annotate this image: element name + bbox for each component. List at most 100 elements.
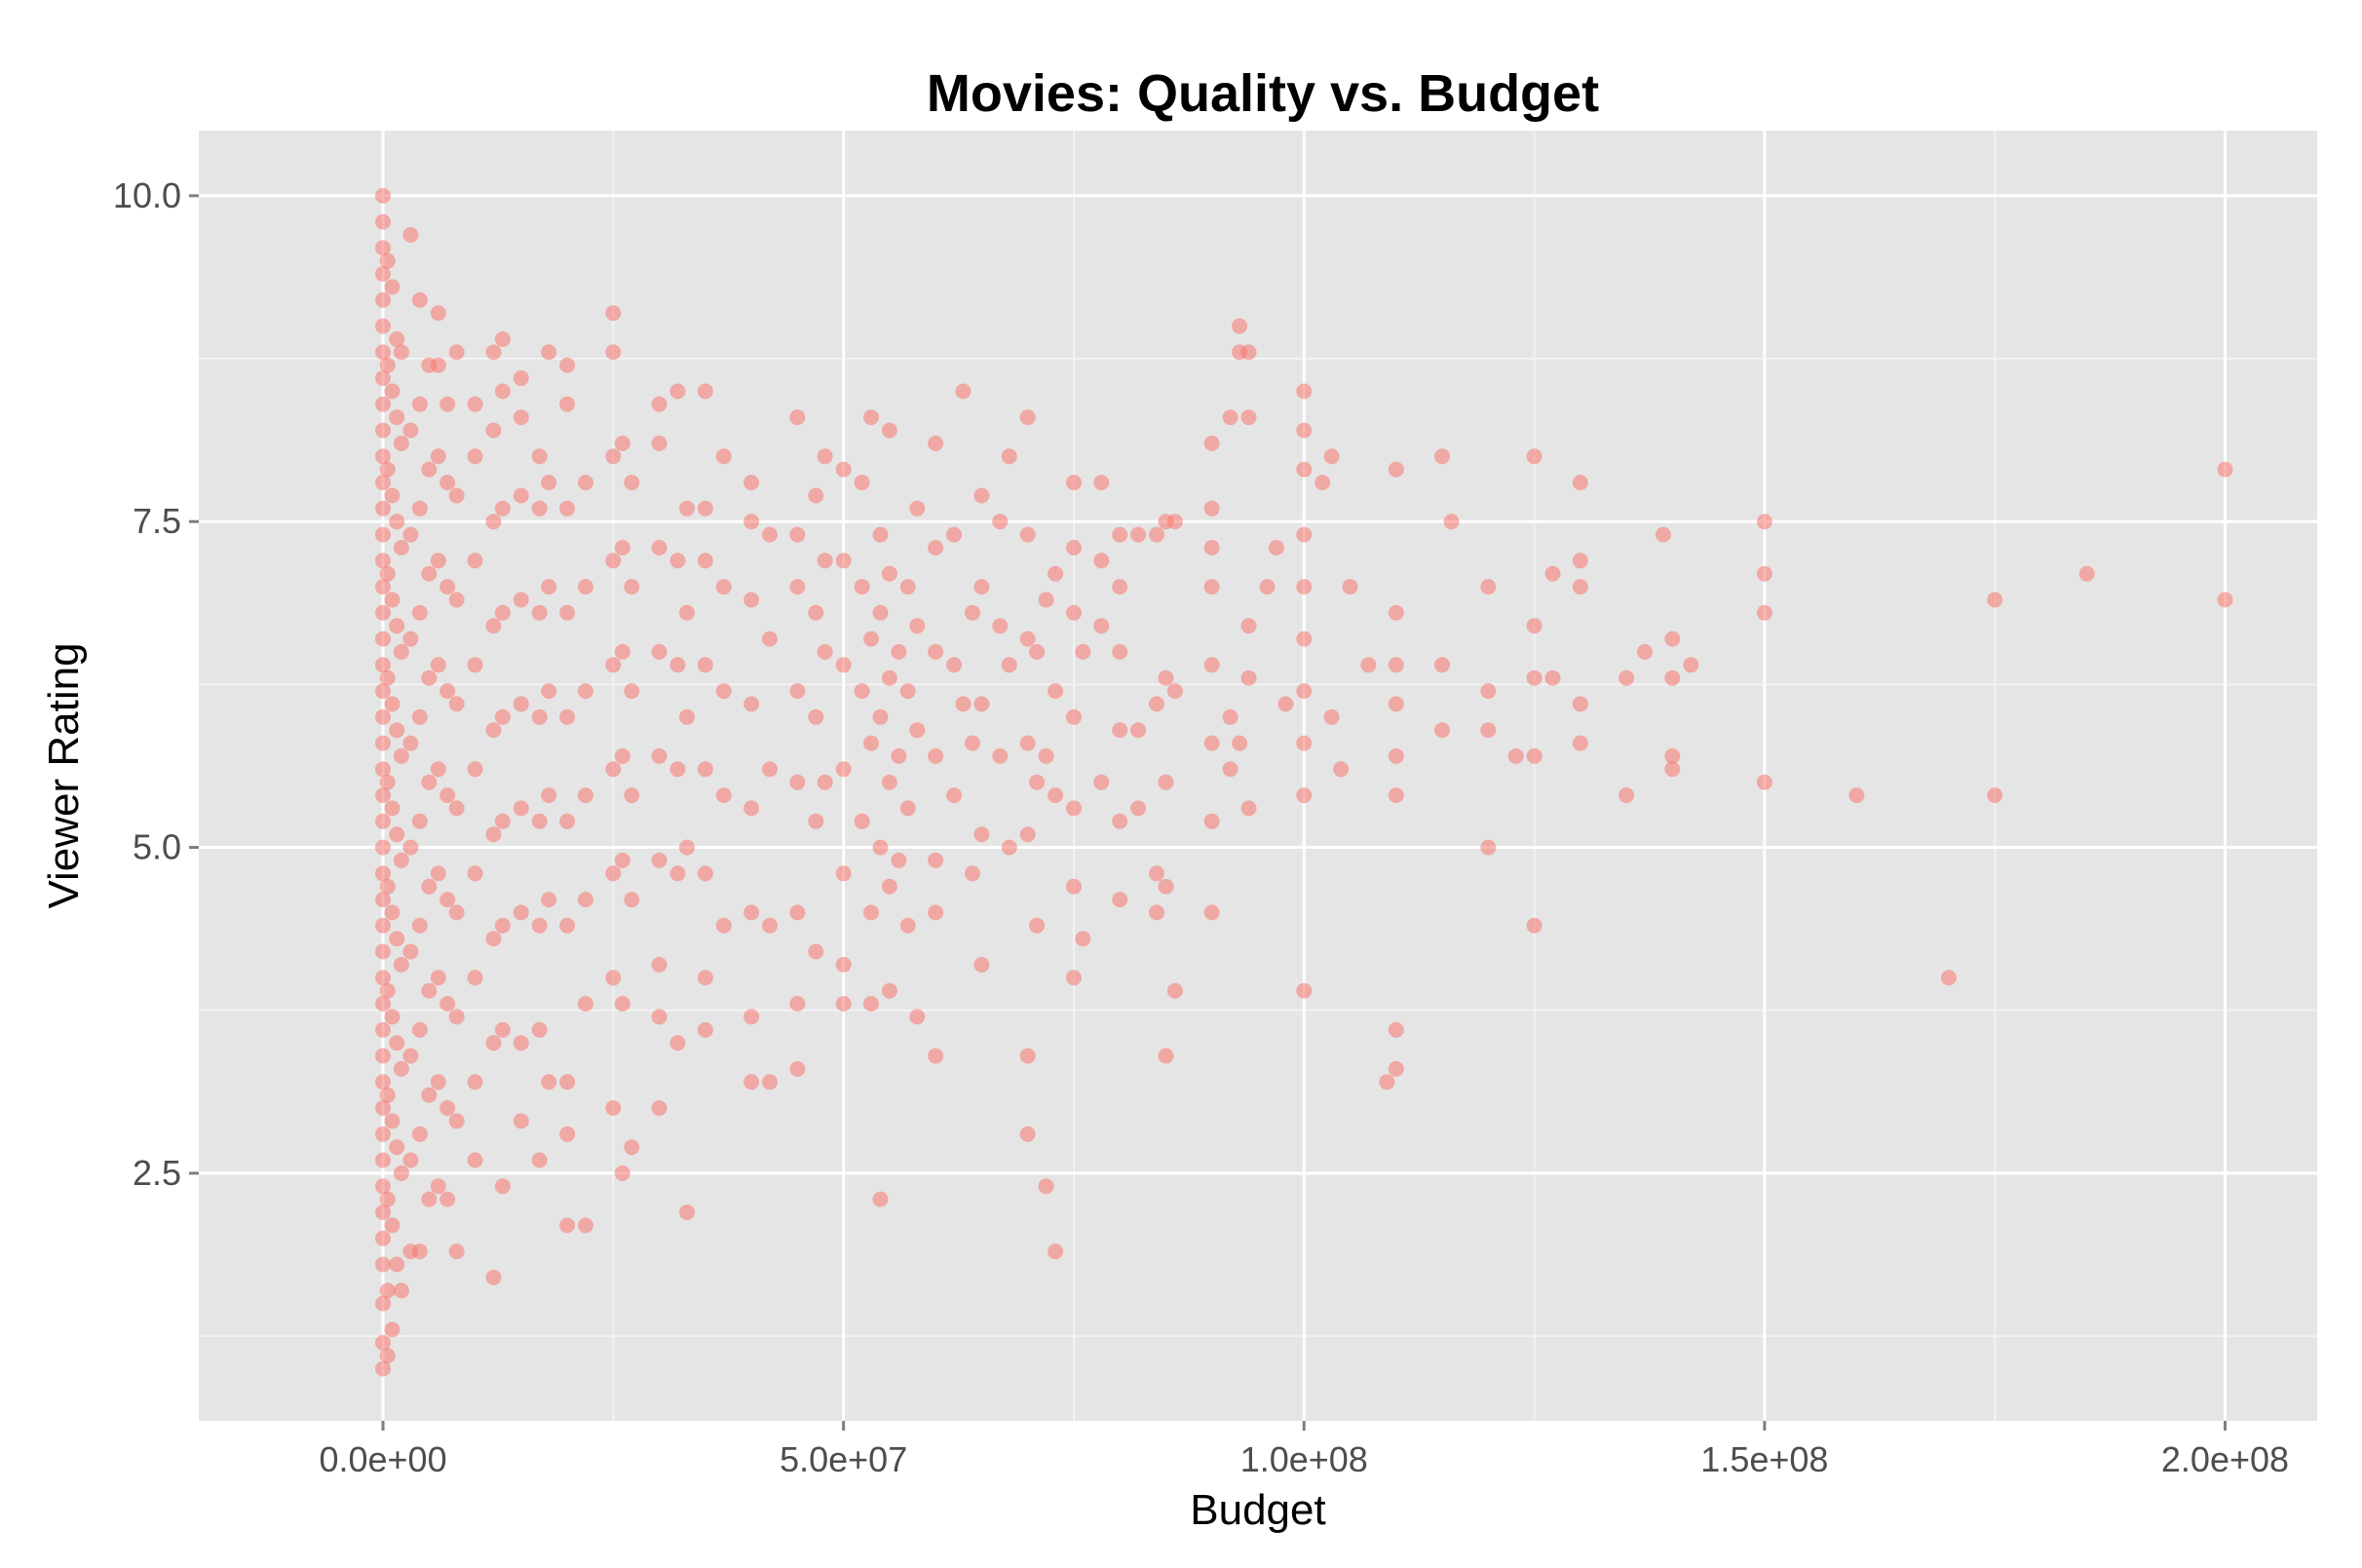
data-point (375, 1152, 391, 1168)
data-point (531, 448, 548, 465)
data-point (485, 1035, 502, 1052)
data-point (541, 683, 557, 700)
data-point (835, 553, 852, 569)
data-point (624, 787, 640, 804)
data-point (743, 592, 760, 608)
data-point (762, 761, 778, 778)
data-point (808, 604, 824, 621)
data-point (743, 475, 760, 491)
data-point (494, 917, 511, 934)
data-point (1112, 892, 1128, 908)
data-point (605, 761, 622, 778)
data-point (513, 904, 529, 921)
data-point (411, 708, 428, 725)
data-point (411, 1243, 428, 1260)
data-point (448, 1009, 465, 1025)
data-point (743, 1009, 760, 1025)
y-tick-label: 7.5 (133, 501, 181, 541)
data-point (1526, 618, 1543, 634)
data-point (881, 774, 897, 790)
data-point (578, 1217, 593, 1234)
data-point (1572, 696, 1588, 712)
data-point (389, 722, 405, 739)
data-point (1048, 565, 1064, 582)
data-point (891, 643, 907, 660)
data-point (669, 657, 686, 673)
data-point (928, 747, 944, 764)
data-point (1112, 813, 1128, 829)
data-point (448, 344, 465, 361)
data-point (835, 956, 852, 973)
data-point (559, 1217, 576, 1234)
data-point (485, 1269, 502, 1285)
data-point (715, 579, 732, 595)
data-point (1526, 917, 1543, 934)
data-point (789, 904, 806, 921)
data-point (448, 592, 465, 608)
data-point (559, 604, 576, 621)
data-point (1296, 422, 1313, 439)
data-point (1756, 604, 1772, 621)
data-point (651, 1009, 667, 1025)
data-point (375, 240, 391, 256)
data-point (872, 526, 889, 543)
data-point (578, 892, 593, 908)
data-point (379, 252, 396, 269)
data-point (384, 1113, 400, 1129)
data-point (605, 657, 622, 673)
data-point (559, 813, 576, 829)
x-axis: 0.0e+00 5.0e+07 1.0e+08 1.5e+08 2.0e+08 (319, 1421, 2289, 1479)
data-point (439, 892, 456, 908)
data-point (1112, 643, 1128, 660)
data-point (1480, 722, 1497, 739)
data-point (1388, 747, 1404, 764)
data-point (379, 357, 396, 373)
data-point (439, 1191, 456, 1207)
data-point (402, 943, 419, 960)
data-point (669, 1035, 686, 1052)
data-point (909, 1009, 926, 1025)
data-point (531, 1021, 548, 1038)
data-point (881, 669, 897, 686)
data-point (1048, 787, 1064, 804)
data-point (430, 448, 446, 465)
data-point (402, 1152, 419, 1168)
y-tick-label: 5.0 (133, 827, 181, 867)
data-point (411, 1021, 428, 1038)
data-point (1203, 540, 1220, 555)
data-point (1526, 669, 1543, 686)
data-point (1664, 669, 1681, 686)
data-point (651, 396, 667, 412)
data-point (375, 1334, 391, 1351)
data-point (559, 1074, 576, 1090)
data-point (1664, 761, 1681, 778)
y-axis-title: Viewer Rating (40, 642, 88, 908)
data-point (1296, 461, 1313, 478)
data-point (1066, 540, 1082, 555)
data-point (375, 1074, 391, 1090)
data-point (1296, 982, 1313, 999)
data-point (955, 696, 971, 712)
data-point (891, 852, 907, 868)
data-point (762, 917, 778, 934)
data-point (651, 852, 667, 868)
data-point (389, 409, 405, 426)
data-point (1019, 409, 1036, 426)
data-point (531, 1152, 548, 1168)
data-point (605, 1100, 622, 1116)
data-point (402, 227, 419, 243)
data-point (1093, 618, 1110, 634)
major-gridlines (199, 131, 2317, 1421)
data-point (448, 904, 465, 921)
data-point (379, 774, 396, 790)
data-point (1987, 592, 2003, 608)
data-point (393, 436, 409, 451)
data-point (578, 579, 593, 595)
data-point (439, 579, 456, 595)
data-point (1323, 448, 1340, 465)
data-point (379, 565, 396, 582)
data-point (375, 344, 391, 361)
data-point (899, 800, 916, 817)
data-point (389, 1035, 405, 1052)
data-point (669, 383, 686, 400)
